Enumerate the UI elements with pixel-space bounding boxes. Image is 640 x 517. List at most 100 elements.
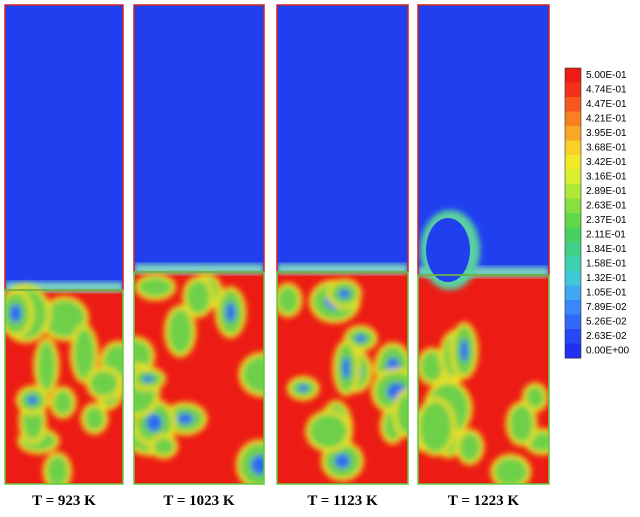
colorbar-label: 3.68E-01	[586, 142, 627, 153]
blob	[53, 390, 73, 415]
colorbar-label: 2.63E-01	[586, 200, 627, 211]
colorbar-label: 3.95E-01	[586, 128, 627, 139]
blob	[186, 280, 211, 314]
blob	[84, 406, 105, 431]
blob	[142, 375, 155, 382]
panel-border-bottom	[276, 271, 409, 485]
blob	[168, 308, 193, 354]
blob	[250, 455, 264, 475]
blob	[89, 370, 119, 397]
blob	[37, 341, 56, 391]
colorbar-label: 5.00E-01	[586, 70, 627, 81]
blob	[355, 334, 367, 343]
blob	[342, 356, 351, 380]
blob	[459, 432, 481, 462]
bed-surface	[277, 264, 408, 274]
colorbar-band	[565, 285, 581, 301]
colorbar-label: 4.47E-01	[586, 99, 627, 110]
colorbar-label: 4.21E-01	[586, 113, 627, 124]
blob	[460, 339, 469, 362]
panel-border-bottom	[4, 289, 124, 485]
blobs	[134, 273, 264, 484]
colorbar-band	[565, 198, 581, 214]
colorbar-label: 4.74E-01	[586, 84, 627, 95]
colorbar-band	[565, 300, 581, 315]
colorbar-label: 7.89E-02	[586, 302, 627, 313]
blob	[27, 395, 38, 405]
blob	[420, 351, 443, 382]
colorbar-band	[565, 314, 581, 330]
blob	[46, 455, 69, 484]
colorbar: 5.00E-01 4.74E-01 4.47E-01 4.21E-01 3.95E-01…	[564, 67, 630, 359]
bed-surface	[418, 267, 549, 277]
blob	[396, 393, 408, 434]
blob	[153, 437, 175, 456]
blob	[494, 457, 528, 484]
panel-label: T = 1123 K	[307, 493, 378, 509]
panel: T = 1223 K	[417, 4, 550, 509]
colorbar-label: 1.58E-01	[586, 258, 627, 269]
colorbar-band	[565, 126, 581, 141]
colorbar-label: 3.42E-01	[586, 157, 627, 168]
blob	[309, 414, 348, 449]
colorbar-label: 1.05E-01	[586, 287, 627, 298]
colorbar-band	[565, 271, 581, 286]
colorbar-band	[565, 343, 581, 359]
blob	[419, 401, 452, 453]
panel-border-bottom	[133, 271, 265, 485]
blob	[334, 453, 351, 469]
blob	[225, 302, 236, 323]
colorbar-band	[565, 68, 581, 83]
bed	[5, 282, 123, 484]
bed	[277, 264, 408, 484]
blob	[146, 413, 162, 432]
bed	[134, 264, 264, 484]
colorbar-band	[565, 169, 581, 185]
colorbar-band	[565, 213, 581, 228]
colorbar-label: 2.11E-01	[586, 229, 626, 240]
blob	[338, 289, 351, 299]
colorbar-band	[565, 227, 581, 243]
blobs	[5, 284, 123, 484]
colorbar-frame	[564, 67, 582, 359]
colorbar-band	[565, 140, 581, 156]
colorbar-label: 1.84E-01	[586, 244, 627, 255]
bubble	[426, 218, 470, 282]
blob	[73, 328, 95, 380]
colorbar-band	[565, 184, 581, 199]
colorbar-label: 5.26E-02	[586, 316, 627, 327]
colorbar-label: 2.63E-02	[586, 331, 627, 342]
blob	[525, 386, 545, 409]
colorbar-band	[565, 242, 581, 257]
colorbar-label: 1.32E-01	[586, 273, 627, 284]
bed-surface	[5, 282, 123, 292]
blobs	[277, 278, 408, 482]
colorbar-label: 3.16E-01	[586, 171, 627, 182]
colorbar-band	[565, 155, 581, 170]
colorbar-label: 0.00E+00	[586, 345, 630, 356]
colorbar-band	[565, 97, 581, 112]
panel-label: T = 1223 K	[448, 493, 520, 509]
colorbar-band	[565, 82, 581, 98]
panel: T = 923 K	[4, 4, 124, 509]
blob	[298, 385, 309, 392]
blob	[509, 405, 534, 443]
panel-label: T = 923 K	[32, 493, 96, 509]
panel-border-bottom	[417, 274, 550, 485]
panel: T = 1123 K	[276, 4, 409, 509]
blob	[242, 356, 264, 394]
panel: T = 1023 K	[133, 4, 265, 509]
panel-label: T = 1023 K	[163, 493, 235, 509]
blob	[277, 286, 299, 314]
colorbar-label: 2.37E-01	[586, 215, 627, 226]
colorbar-band	[565, 329, 581, 344]
blob	[44, 300, 86, 338]
colorbar-label: 2.89E-01	[586, 186, 627, 197]
blob	[9, 304, 22, 323]
bed	[418, 210, 549, 484]
blobs	[418, 322, 549, 484]
panels: T = 923 K T = 1023 K T = 1123 K T = 1223 K	[4, 4, 550, 509]
blob	[138, 277, 173, 297]
colorbar-band	[565, 111, 581, 127]
